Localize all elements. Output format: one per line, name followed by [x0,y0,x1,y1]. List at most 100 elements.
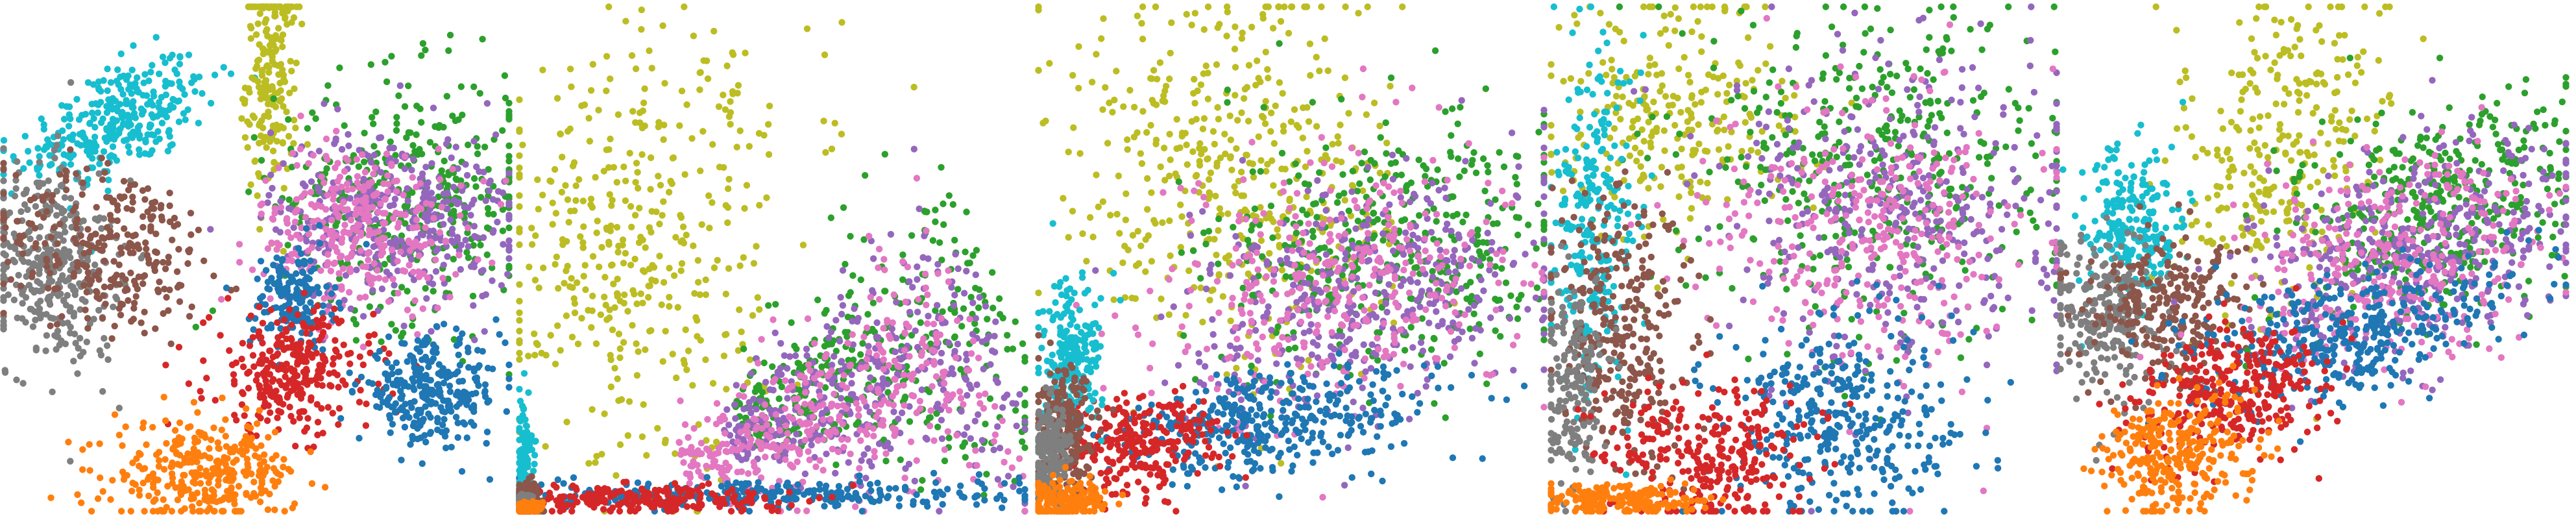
data-point-brown [117,312,125,319]
data-point-gray [54,132,62,140]
data-point-pink [744,470,752,477]
data-point-red [331,305,338,312]
data-point-gray [12,177,19,184]
data-point-pink [973,462,980,469]
data-point-brown [98,154,105,162]
data-point-brown [62,177,69,184]
data-point-cyan [156,135,163,143]
data-point-cyan [141,71,149,78]
data-point-pink [258,210,265,217]
data-point-gray [19,290,26,298]
data-point-brown [165,307,172,314]
data-point-gray [36,280,43,287]
data-point-red [294,311,302,318]
data-point-pink [940,380,948,387]
data-point-olive [276,97,284,105]
data-point-gray [95,306,103,314]
data-point-pink [357,232,365,239]
data-point-pink [1021,508,1028,515]
data-point-pink [813,423,820,430]
data-point-blue [502,339,509,347]
data-point-pink [827,415,834,423]
data-point-purple [887,230,895,238]
data-point-pink [383,150,391,158]
data-point-pink [779,442,787,450]
data-point-cyan [125,143,132,150]
data-point-blue [456,339,463,347]
data-point-purple [480,234,487,241]
data-point-gray [67,195,75,202]
data-point-blue [463,434,470,441]
data-point-blue [422,353,429,361]
data-point-green [361,129,368,137]
data-point-green [769,363,776,370]
data-point-olive [578,102,585,110]
data-point-olive [581,262,589,269]
data-point-pink [333,127,340,135]
data-point-pink [975,392,983,399]
data-point-olive [244,144,251,151]
data-point-pink [502,177,509,184]
data-point-olive [254,20,261,27]
data-point-purple [731,401,738,408]
data-point-red [249,352,257,359]
data-point-olive [568,275,575,282]
data-point-gray [60,297,67,304]
data-point-pink [943,391,951,398]
data-point-gray [38,287,45,294]
data-point-pink [880,325,887,332]
data-point-orange [236,448,243,455]
data-point-brown [200,257,208,264]
data-point-pink [677,450,685,458]
data-point-cyan [136,122,143,129]
data-point-brown [62,167,69,174]
data-point-brown [187,210,195,217]
data-point-orange [152,451,160,458]
data-point-orange [168,463,176,470]
data-point-blue [484,399,491,406]
data-point-pink [714,463,722,471]
data-point-purple [207,226,214,233]
data-point-olive [736,127,744,134]
data-point-pink [401,153,409,160]
data-point-purple [359,313,367,320]
data-point-olive [535,284,542,291]
data-point-purple [837,293,844,301]
data-point-gray [2,252,9,259]
data-point-purple [308,178,315,185]
data-point-olive [293,59,300,67]
data-point-green [479,36,486,43]
data-point-olive [559,153,566,161]
data-point-cyan [158,119,166,127]
data-point-pink [318,173,325,180]
data-point-purple [936,508,943,515]
data-point-blue [385,333,393,340]
data-point-blue [425,363,432,371]
data-point-green [840,204,847,211]
data-point-green [929,237,937,244]
data-point-pink [871,453,879,461]
data-point-olive [676,122,683,129]
data-point-pink [789,463,797,471]
data-point-blue [363,241,370,248]
data-point-gray [22,319,29,326]
data-point-pink [397,248,404,256]
data-point-olive [516,96,523,103]
data-point-purple [910,145,918,153]
data-point-pink [881,256,888,263]
data-point-brown [0,310,7,317]
data-point-pink [397,210,404,218]
data-point-pink [371,260,378,267]
data-point-brown [130,304,138,312]
data-point-pink [923,301,930,308]
data-point-blue [352,380,359,388]
data-point-pink [750,415,757,423]
data-point-green [1009,345,1017,352]
data-point-green [881,151,889,158]
data-point-blue [425,410,432,417]
data-point-green [990,304,997,312]
data-point-pink [289,149,297,157]
data-point-cyan [94,109,102,116]
data-point-orange [205,454,213,462]
data-point-olive [554,322,561,329]
